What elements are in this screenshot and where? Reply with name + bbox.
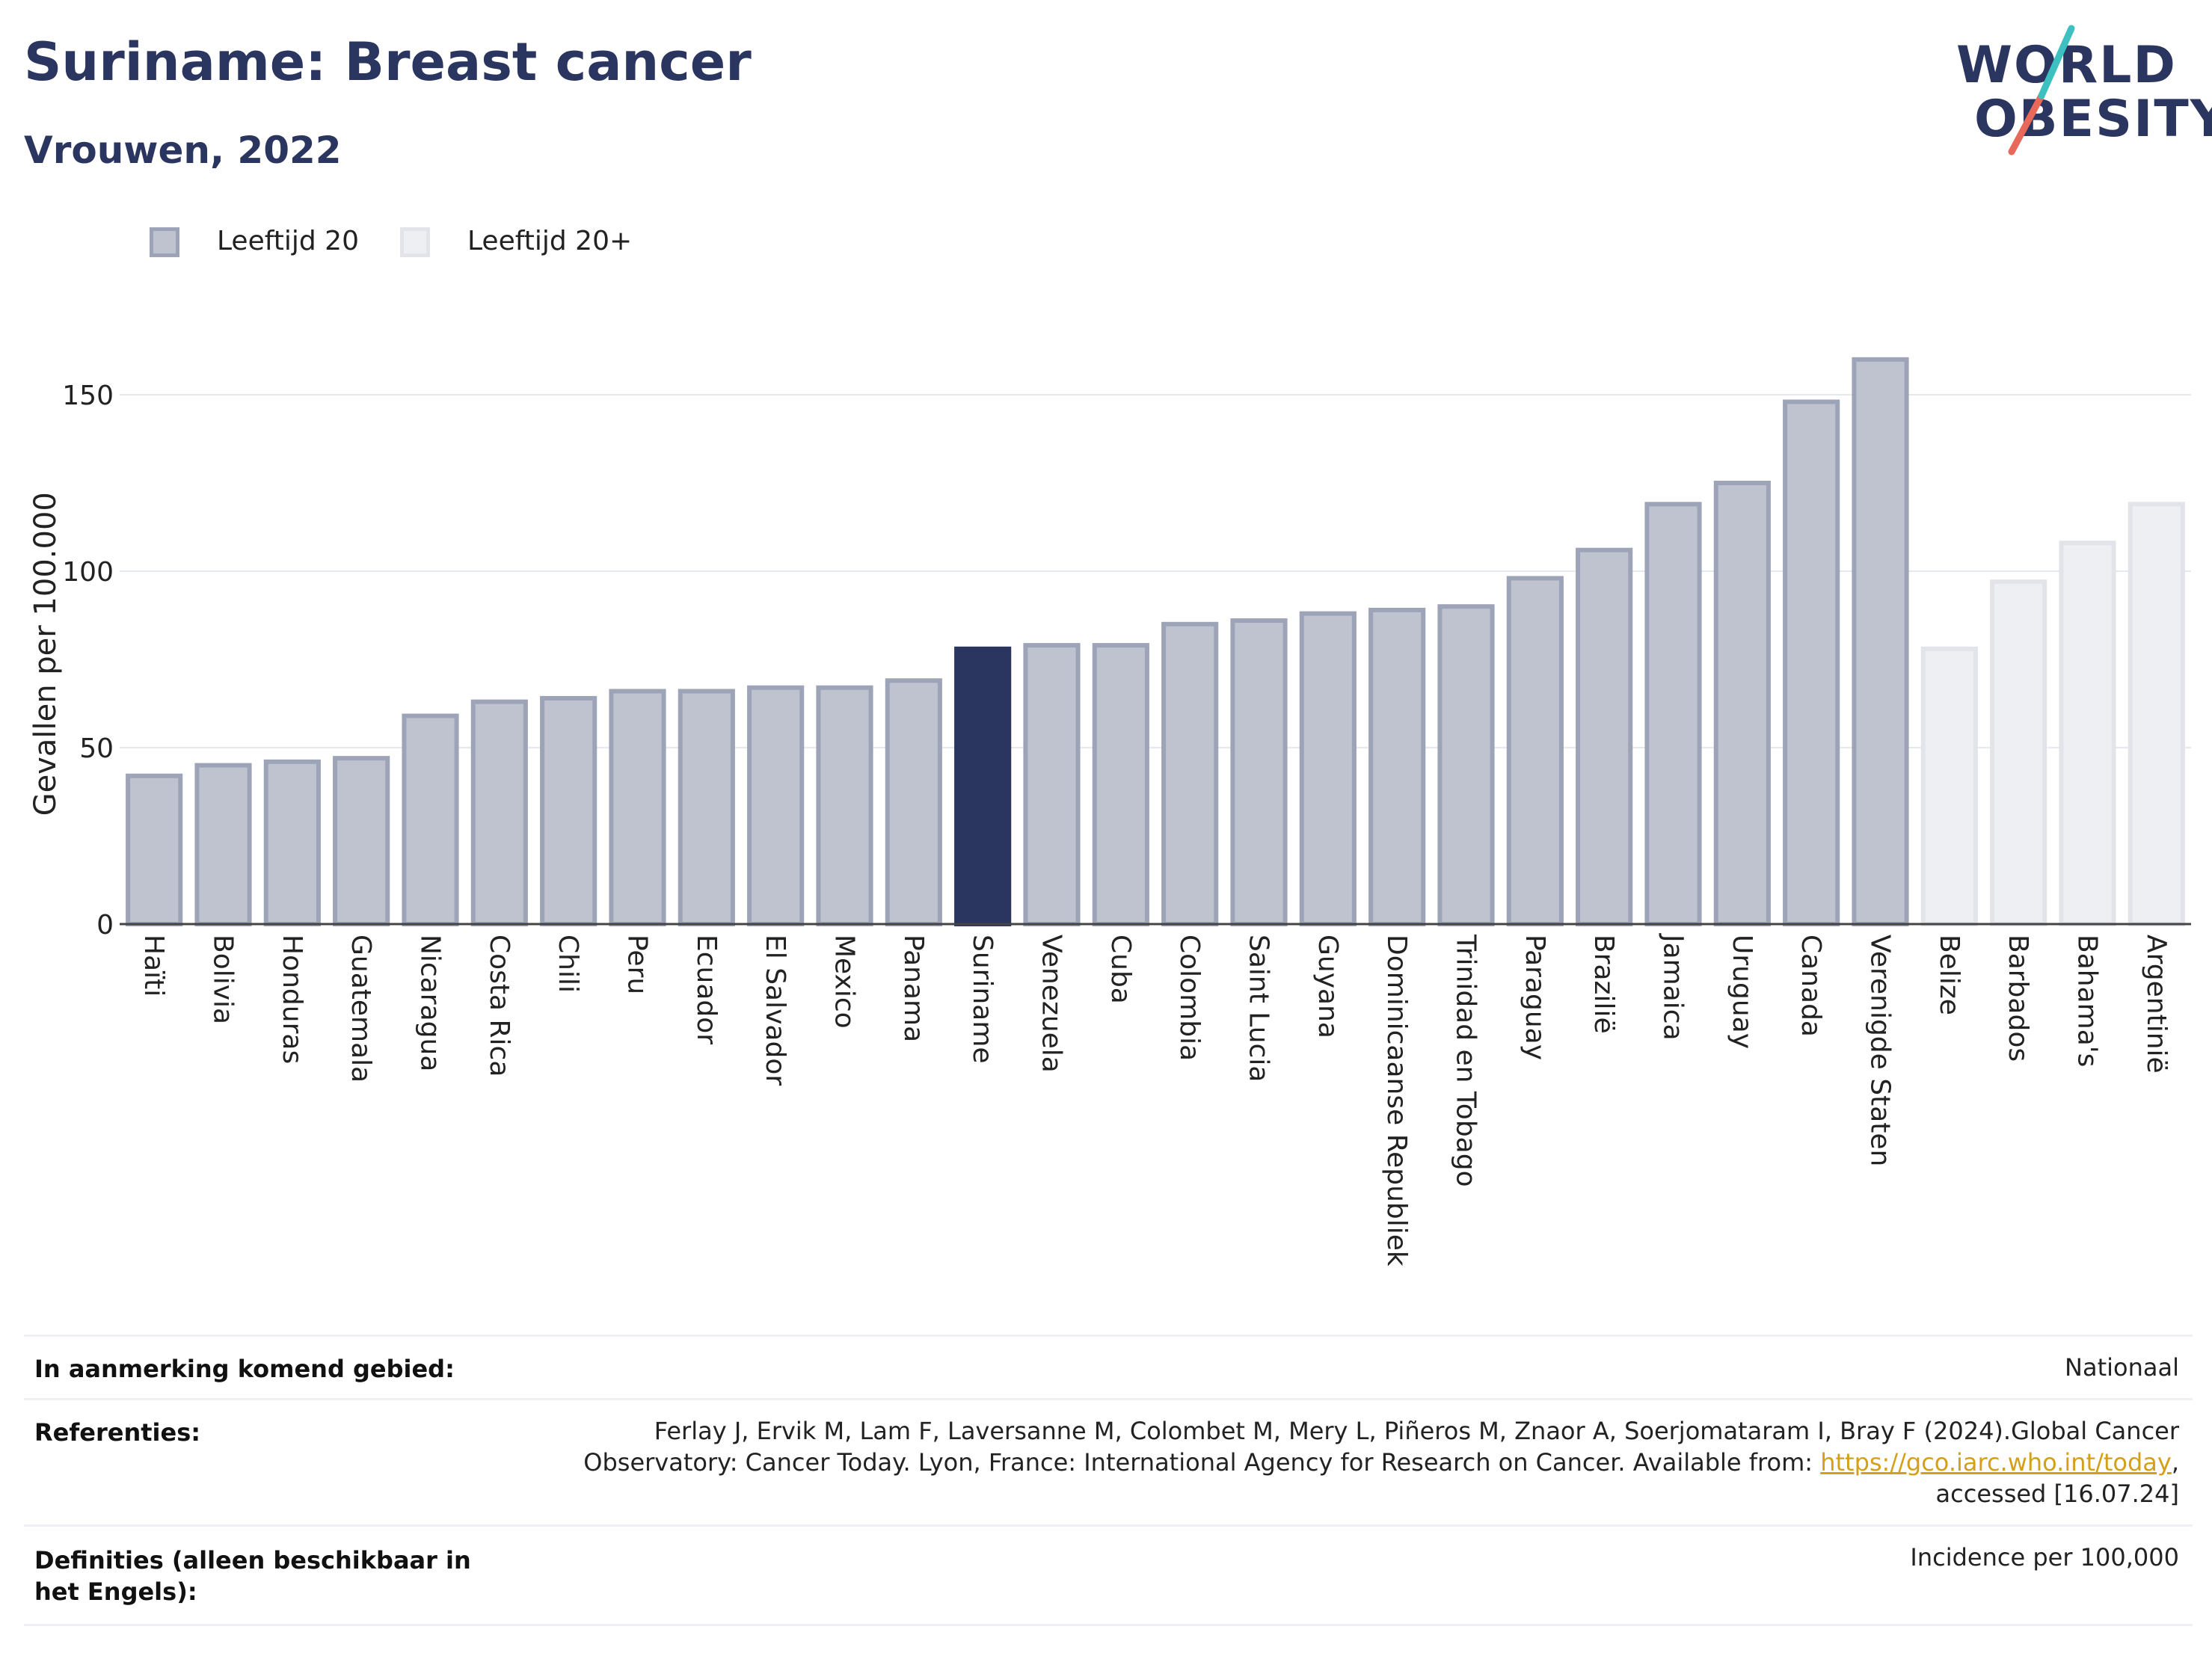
y-tick-label: 150 (62, 381, 114, 411)
bar-17 (1299, 611, 1357, 926)
bar-10 (816, 685, 873, 926)
bar-15 (1161, 621, 1219, 926)
page-subtitle: Vrouwen, 2022 (24, 129, 342, 172)
reference-comma: , (2171, 1448, 2179, 1477)
bar-21 (1576, 547, 1633, 926)
x-tick-label: Costa Rica (484, 935, 514, 1077)
x-tick-label: El Salvador (760, 935, 790, 1086)
x-tick-label: Colombia (1174, 935, 1205, 1061)
bar-24 (1783, 399, 1840, 926)
x-tick-label: Haïti (138, 935, 169, 997)
footer-value: Nationaal (2065, 1353, 2179, 1382)
bar-8 (678, 689, 735, 926)
bar-11 (885, 678, 942, 926)
x-tick-label: Cuba (1105, 935, 1136, 1004)
x-tick-label: Bolivia (208, 935, 239, 1024)
footer-row-region: In aanmerking komend gebied: Nationaal (24, 1335, 2193, 1398)
footer-key: In aanmerking komend gebied: (34, 1355, 455, 1383)
x-tick-label: Jamaica (1658, 933, 1689, 1041)
x-tick-label: Guatemala (345, 935, 376, 1083)
x-tick-label: Brazilië (1588, 935, 1619, 1034)
bar-0 (126, 773, 183, 927)
x-tick-label: Bahama's (2072, 935, 2103, 1067)
bar-29 (2127, 502, 2185, 926)
legend-swatch (150, 227, 179, 257)
bar-19 (1437, 604, 1495, 926)
footer-value: Ferlay J, Ervik M, Lam F, Laversanne M, … (583, 1415, 2179, 1509)
page-title: Suriname: Breast cancer (24, 31, 752, 93)
world-obesity-logo: WORLD OBESITY (1944, 21, 2212, 163)
legend-label: Leeftijd 20+ (467, 226, 633, 256)
logo-slash-icon (2008, 25, 2075, 156)
reference-link[interactable]: https://gco.iarc.who.int/today (1820, 1448, 2172, 1477)
footer-info: In aanmerking komend gebied: Nationaal R… (24, 1335, 2193, 1626)
x-tick-label: Nicaragua (415, 935, 446, 1071)
footer-value: Incidence per 100,000 (1910, 1543, 2179, 1572)
x-tick-label: Barbados (2003, 935, 2033, 1062)
bar-9 (747, 685, 805, 926)
footer-key: Definities (alleen beschikbaar in het En… (34, 1546, 471, 1606)
bar-14 (1092, 643, 1149, 926)
reference-line-1: Ferlay J, Ervik M, Lam F, Laversanne M, … (654, 1417, 2179, 1445)
bar-13 (1023, 643, 1081, 926)
x-tick-label: Suriname (967, 935, 998, 1064)
footer-row-references: Referenties: Ferlay J, Ervik M, Lam F, L… (24, 1398, 2193, 1524)
x-tick-label: Dominicaanse Republiek (1381, 935, 1412, 1266)
x-tick-label: Peru (622, 935, 653, 994)
bar-26 (1920, 646, 1978, 926)
y-tick-label: 0 (96, 910, 114, 941)
reference-text: Observatory: Cancer Today. Lyon, France:… (583, 1448, 1821, 1477)
bar-18 (1368, 607, 1426, 926)
y-tick-label: 100 (62, 557, 114, 588)
bar-16 (1230, 618, 1288, 926)
legend-swatch (400, 227, 430, 257)
logo-line2: OBESITY (1974, 90, 2212, 149)
x-tick-label: Saint Lucia (1244, 935, 1274, 1082)
bar-6 (540, 695, 597, 926)
x-tick-label: Argentinië (2141, 935, 2172, 1074)
x-tick-label: Chili (553, 935, 583, 993)
footer-key: Referenties: (34, 1418, 201, 1447)
x-tick-label: Panama (898, 935, 929, 1042)
x-tick-label: Guyana (1312, 935, 1343, 1038)
bar-5 (470, 699, 528, 926)
bar-1 (194, 763, 252, 926)
x-tick-label: Uruguay (1727, 935, 1757, 1049)
x-tick-label: Venezuela (1036, 935, 1067, 1073)
y-axis-label: Gevallen per 100.000 (28, 492, 63, 816)
y-tick-label: 50 (79, 733, 114, 764)
bar-chart: 0 50 100 150 Gevallen per 100.000 Haïti Bolivi… (28, 357, 2191, 1266)
x-tick-label: Honduras (277, 935, 307, 1064)
footer-row-definitions: Definities (alleen beschikbaar in het En… (24, 1524, 2193, 1626)
bar-27 (1990, 579, 2047, 926)
reference-line-3: accessed [16.07.24] (1935, 1480, 2179, 1508)
bar-12 (954, 646, 1012, 926)
bar-7 (609, 689, 666, 926)
bar-23 (1713, 481, 1771, 926)
x-tick-label: Verenigde Staten (1865, 935, 1896, 1166)
legend-label: Leeftijd 20 (217, 226, 359, 256)
x-tick-label: Trinidad en Tobago (1451, 934, 1481, 1187)
reference-line-2: Observatory: Cancer Today. Lyon, France:… (583, 1447, 2179, 1478)
bar-4 (402, 713, 459, 927)
x-tick-label: Canada (1795, 935, 1826, 1037)
bar-3 (333, 756, 390, 926)
bar-20 (1506, 576, 1564, 926)
x-tick-label: Paraguay (1520, 935, 1550, 1060)
x-tick-label: Ecuador (691, 935, 722, 1044)
bar-25 (1852, 357, 1909, 927)
bar-28 (2059, 541, 2116, 926)
x-tick-label: Belize (1934, 935, 1964, 1015)
bar-2 (263, 759, 321, 926)
bar-22 (1644, 502, 1702, 926)
x-tick-label: Mexico (829, 935, 860, 1029)
